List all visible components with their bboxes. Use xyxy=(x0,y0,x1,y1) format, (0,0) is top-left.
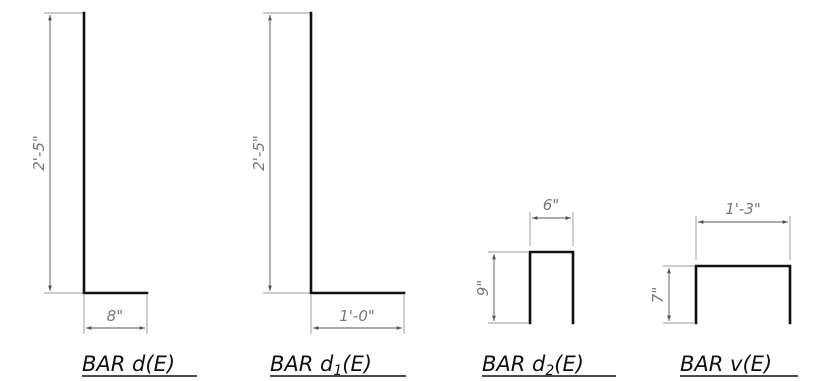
height-dimension-label: 9" xyxy=(474,280,492,296)
bar-d-figure: 2'-5" 8" BAR d(E) xyxy=(30,13,197,376)
bar-v-shape xyxy=(696,266,790,323)
bar-title: BAR d1(E) xyxy=(270,352,372,379)
width-dimension-label: 1'-3" xyxy=(725,200,761,218)
width-dimension-label: 1'-0" xyxy=(339,307,375,325)
bar-title: BAR v(E) xyxy=(680,352,772,376)
bar-title: BAR d2(E) xyxy=(482,352,584,379)
width-dimension-label: 6" xyxy=(543,196,559,214)
bar-v-figure: 1'-3" 7" BAR v(E) xyxy=(649,200,798,376)
bar-d1-figure: 2'-5" 1'-0" BAR d1(E) xyxy=(250,13,406,379)
bar-title: BAR d(E) xyxy=(82,352,175,376)
bar-d2-shape xyxy=(530,252,573,323)
height-dimension-label: 2'-5" xyxy=(250,135,268,171)
height-dimension-label: 7" xyxy=(649,287,667,303)
bar-d2-figure: 6" 9" BAR d2(E) xyxy=(474,196,616,379)
width-dimension-label: 8" xyxy=(107,307,123,325)
height-dimension-label: 2'-5" xyxy=(30,135,48,171)
bar-d1-shape xyxy=(311,13,404,293)
bar-d-shape xyxy=(84,13,147,293)
